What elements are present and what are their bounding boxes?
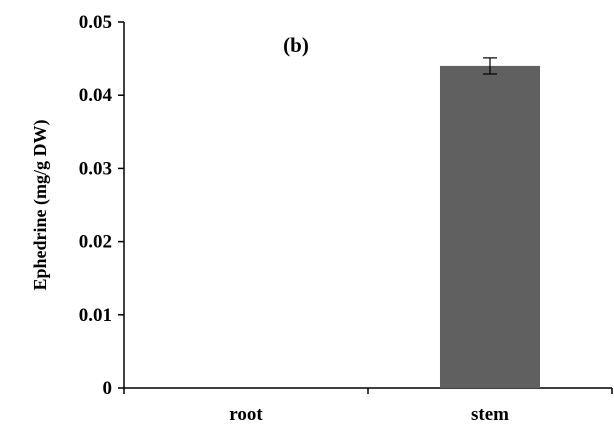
y-tick-label: 0.02 — [79, 232, 112, 253]
y-tick-label: 0.05 — [79, 12, 112, 33]
y-tick-label: 0.04 — [79, 85, 113, 106]
y-axis-label: Ephedrine (mg/g DW) — [30, 119, 51, 290]
y-tick-label: 0.03 — [79, 158, 112, 179]
panel-annotation: (b) — [283, 33, 309, 57]
tick-labels: 0 0.01 0.02 0.03 0.04 0.05 root stem — [79, 12, 509, 425]
y-tick-label: 0 — [103, 378, 113, 399]
y-tick-label: 0.01 — [79, 305, 112, 326]
bar — [439, 65, 541, 389]
x-category-label: root — [229, 404, 263, 425]
bars — [439, 57, 541, 389]
x-category-label: stem — [471, 404, 509, 425]
